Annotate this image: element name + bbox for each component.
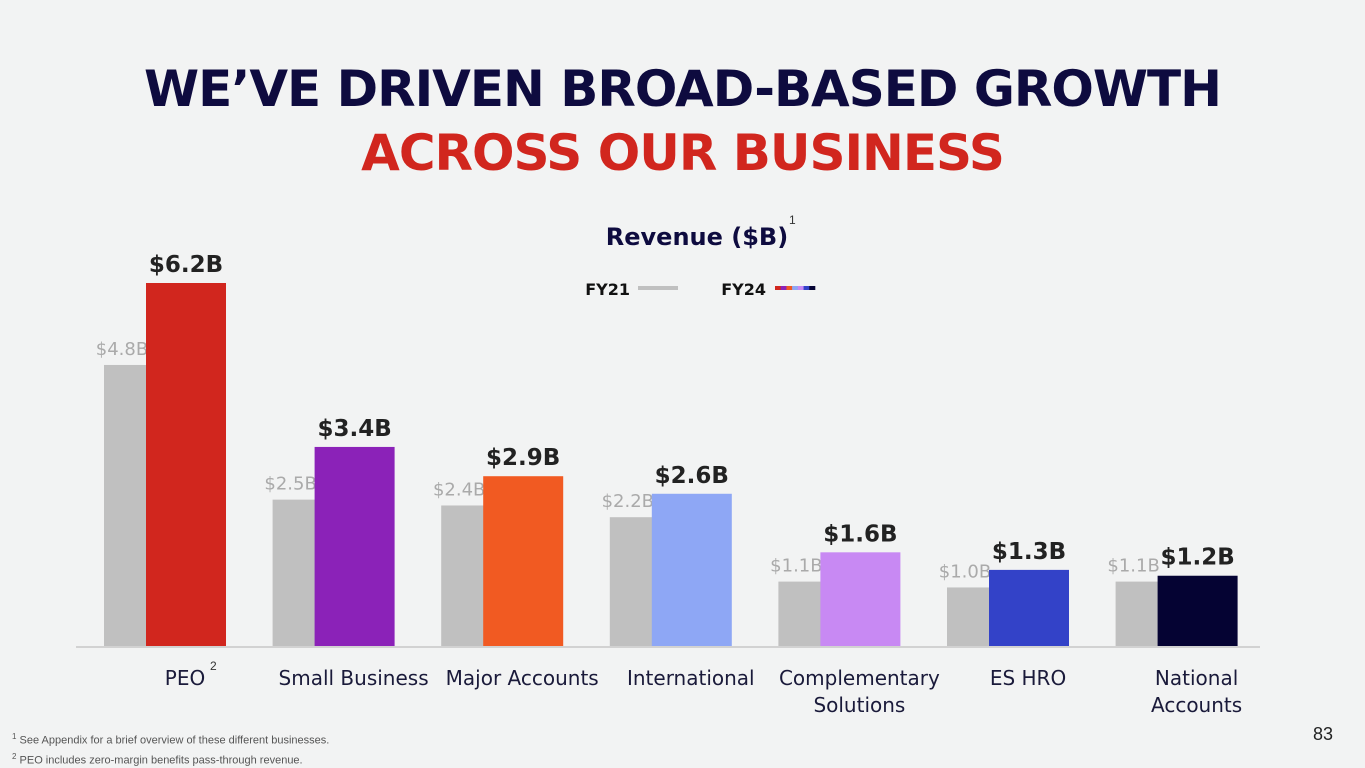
legend-swatch-fy21 bbox=[638, 286, 678, 290]
bar-label-fy21: $2.2B bbox=[602, 491, 654, 512]
bar-label-fy24: $2.6B bbox=[655, 463, 729, 489]
category-footnote: 2 bbox=[210, 659, 217, 673]
category-label: Solutions bbox=[813, 693, 905, 717]
page-number: 83 bbox=[1312, 724, 1333, 744]
bar-label-fy24: $6.2B bbox=[149, 252, 223, 278]
footnote-2: 2 PEO includes zero-margin benefits pass… bbox=[12, 749, 329, 768]
legend-label-fy21: FY21 bbox=[585, 280, 630, 299]
footnote-2-mark: 2 bbox=[12, 751, 17, 761]
bar-fy24 bbox=[651, 493, 732, 646]
category-labels: PEO 2 Small Business Major Accounts Internat… bbox=[165, 659, 1242, 717]
chart-title: Revenue ($B) bbox=[606, 223, 788, 251]
category-label: PEO bbox=[165, 666, 205, 690]
bar-fy24 bbox=[314, 446, 395, 646]
category-label: Major Accounts bbox=[446, 666, 599, 690]
legend-swatch-fy24-segment bbox=[803, 286, 810, 290]
footnotes: 1 See Appendix for a brief overview of t… bbox=[12, 729, 329, 768]
bar-label-fy21: $1.1B bbox=[770, 556, 822, 577]
slide-title-line1: WE’VE DRIVEN BROAD-BASED GROWTH bbox=[144, 60, 1222, 118]
category-label: International bbox=[627, 666, 755, 690]
legend-label-fy24: FY24 bbox=[721, 280, 766, 299]
revenue-bar-chart: Revenue ($B) 1 FY21 FY24 $4.8B$6.2B$2.5B$… bbox=[76, 213, 1260, 717]
legend-swatch-fy24-segment bbox=[775, 286, 782, 290]
bar-label-fy24: $2.9B bbox=[486, 445, 560, 471]
bar-label-fy24: $3.4B bbox=[317, 416, 391, 442]
slide-title-line2: ACROSS OUR BUSINESS bbox=[361, 124, 1005, 182]
bar-label-fy21: $1.0B bbox=[939, 561, 991, 582]
bar-label-fy21: $2.4B bbox=[433, 479, 485, 500]
footnote-1-mark: 1 bbox=[12, 732, 17, 741]
footnote-2-text: PEO includes zero-margin benefits pass-t… bbox=[19, 754, 303, 767]
bar-label-fy24: $1.6B bbox=[823, 521, 897, 547]
legend: FY21 FY24 bbox=[585, 280, 816, 299]
bar-fy24 bbox=[483, 476, 564, 646]
bar-fy24 bbox=[1157, 575, 1238, 646]
category-label: Complementary bbox=[779, 666, 940, 690]
chart-title-footnote: 1 bbox=[789, 213, 796, 227]
bar-fy24 bbox=[146, 283, 226, 646]
category-label: ES HRO bbox=[990, 666, 1066, 690]
legend-swatch-fy24-segment bbox=[797, 286, 804, 290]
legend-swatch-fy24-segment bbox=[786, 286, 793, 290]
bar-label-fy24: $1.3B bbox=[992, 539, 1066, 565]
bar-label-fy21: $4.8B bbox=[96, 339, 148, 360]
bar-label-fy21: $1.1B bbox=[1107, 556, 1159, 577]
legend-swatch-fy24-segment bbox=[792, 286, 799, 290]
bar-fy24 bbox=[820, 552, 901, 646]
legend-swatch-fy24-segment bbox=[809, 286, 816, 290]
bar-label-fy21: $2.5B bbox=[264, 474, 316, 495]
bar-label-fy24: $1.2B bbox=[1160, 545, 1234, 571]
legend-swatch-fy24-segment bbox=[780, 286, 787, 290]
category-label: National bbox=[1155, 666, 1238, 690]
footnote-1: 1 See Appendix for a brief overview of t… bbox=[12, 729, 329, 749]
bars-group: $4.8B $6.2B $2.5B $3.4B $2.4B$2.9B $2.2B$2.6B… bbox=[96, 252, 1238, 646]
category-label: Small Business bbox=[279, 666, 429, 690]
category-label: Accounts bbox=[1151, 693, 1242, 717]
footnote-1-text: See Appendix for a brief overview of the… bbox=[19, 734, 330, 747]
bar-fy24 bbox=[989, 569, 1069, 646]
